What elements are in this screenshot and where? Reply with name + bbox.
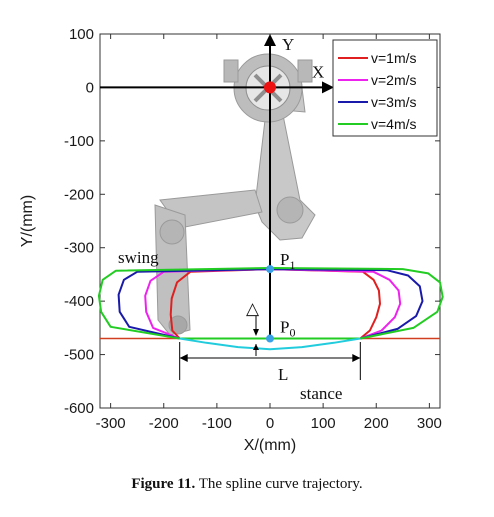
- robot-x-arrow: [322, 81, 334, 94]
- l-label: L: [278, 365, 288, 384]
- delta-label: △: [246, 299, 260, 318]
- y-tick-label: 0: [86, 79, 94, 96]
- l-arrow-left: [179, 354, 188, 362]
- caption-text: The spline curve trajectory.: [195, 476, 363, 492]
- robot-y-label: Y: [282, 35, 294, 54]
- swing-label: swing: [118, 248, 159, 267]
- point-p0: [266, 334, 274, 343]
- x-axis-title: X/(mm): [244, 437, 296, 454]
- robot-y-arrow: [264, 34, 276, 46]
- delta-arrowhead: [253, 329, 259, 336]
- l-arrow-right: [352, 354, 361, 362]
- legend-label-2: v=3m/s: [371, 94, 417, 110]
- y-tick-label: 100: [69, 26, 94, 43]
- caption-label: Figure 11.: [131, 476, 196, 492]
- legend: v=1m/s v=2m/s v=3m/s v=4m/s: [332, 39, 438, 137]
- series-line-0: [169, 268, 381, 340]
- y-tick-label: -300: [64, 240, 94, 257]
- x-tick-label: -200: [149, 415, 179, 432]
- robot-x-label: X: [312, 62, 324, 81]
- x-tick-label: 300: [417, 415, 442, 432]
- x-tick-label: -100: [202, 415, 232, 432]
- stance-label: stance: [300, 384, 342, 403]
- legend-box: [332, 39, 438, 137]
- x-tick-label: 0: [266, 415, 274, 432]
- x-tick-label: 100: [311, 415, 336, 432]
- y-tick-label: -500: [64, 347, 94, 364]
- y-axis-title: Y/(mm): [19, 195, 36, 247]
- x-tick-label: 200: [364, 415, 389, 432]
- series-line-4: [179, 337, 361, 351]
- origin-point: [264, 81, 276, 94]
- y-tick-label: -100: [64, 133, 94, 150]
- label-p0: P0: [280, 318, 295, 340]
- figure-caption: Figure 11. The spline curve trajectory.: [0, 476, 494, 493]
- legend-label-1: v=2m/s: [371, 72, 417, 88]
- label-p1: P1: [280, 250, 295, 272]
- y-tick-label: -600: [64, 400, 94, 417]
- y-tick-label: -400: [64, 293, 94, 310]
- y-tick-label: -200: [64, 186, 94, 203]
- robot-leg-illustration: [154, 53, 316, 336]
- delta-arrowhead-lower: [253, 344, 259, 350]
- point-p1: [266, 265, 274, 274]
- x-tick-label: -300: [96, 415, 126, 432]
- legend-label-3: v=4m/s: [371, 116, 417, 132]
- legend-label-0: v=1m/s: [371, 50, 417, 66]
